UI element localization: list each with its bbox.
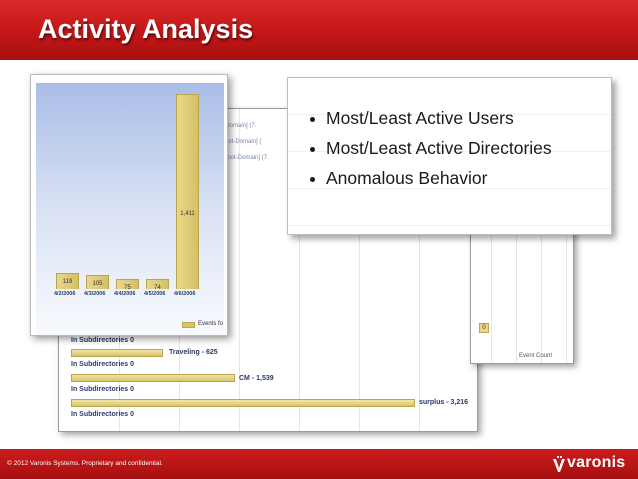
- grid-line: [419, 109, 420, 431]
- bar-cm: [71, 374, 235, 382]
- bar-value-label: 119: [62, 279, 73, 285]
- daily-events-chart: 119 4/2/2006 105 4/3/2006 75 4/4/2006 74 4/5/20…: [30, 74, 228, 336]
- bar-value-label: 74: [154, 285, 161, 291]
- slide-title: Activity Analysis: [38, 14, 254, 44]
- domain-row: kley [Root-Domain] (7.: [209, 155, 269, 161]
- chart-bar: [116, 279, 139, 289]
- bar-traveling: [71, 349, 163, 357]
- bullet-text: Most/Least Active Directories: [326, 138, 552, 158]
- bar-label-traveling: Traveling - 625: [169, 349, 218, 356]
- copyright-text: © 2012 Varonis Systems. Proprietary and …: [7, 460, 163, 467]
- title-bar: Activity Analysis: [0, 0, 638, 60]
- bar-value-label: 75: [124, 285, 131, 291]
- grid-line: [566, 223, 567, 363]
- legend-swatch: [182, 322, 195, 328]
- chart-bar: [176, 94, 199, 289]
- bullet-item: Anomalous Behavior: [310, 168, 552, 198]
- bar-value-label: 1,411: [180, 211, 195, 217]
- subdir-label: In Subdirectories 0: [71, 386, 135, 393]
- partial-value: 0: [479, 323, 489, 333]
- bullet-icon: [310, 117, 315, 122]
- varonis-v-icon: [553, 456, 565, 472]
- grid-line: [541, 223, 542, 363]
- grid-line: [359, 109, 360, 431]
- logo-text: varonis: [567, 454, 626, 471]
- bullet-text: Most/Least Active Users: [326, 108, 514, 128]
- bars-layer: 119 4/2/2006 105 4/3/2006 75 4/4/2006 74 4/5/20…: [36, 83, 224, 297]
- domain-row: ey [Root-Domain] (: [211, 139, 262, 145]
- grid-line: [491, 223, 492, 363]
- grid-line: [239, 109, 240, 431]
- chart-bar: [56, 273, 79, 289]
- subdir-label: In Subdirectories 0: [71, 411, 135, 418]
- x-tick-label: 4/2/2006: [54, 291, 76, 297]
- bullet-text: Anomalous Behavior: [326, 168, 488, 188]
- footer-bar: © 2012 Varonis Systems. Proprietary and …: [0, 449, 638, 479]
- bar-value-label: 105: [92, 281, 103, 287]
- subdir-label: In Subdirectories 0: [71, 361, 135, 368]
- plot-area: 119 4/2/2006 105 4/3/2006 75 4/4/2006 74 4/5/20…: [36, 83, 224, 335]
- chart-bar: [146, 279, 169, 289]
- bullet-icon: [310, 147, 315, 152]
- domain-row: [Root-Domain] (7.: [209, 123, 257, 129]
- bullet-list: Most/Least Active Users Most/Least Activ…: [310, 108, 552, 198]
- callout-box: Most/Least Active Users Most/Least Activ…: [287, 77, 612, 235]
- x-tick-label: 4/5/2006: [144, 291, 166, 297]
- bar-label-surplus: surplus - 3,216: [419, 399, 469, 406]
- x-tick-label: 4/4/2006: [114, 291, 136, 297]
- bullet-item: Most/Least Active Users: [310, 108, 552, 138]
- x-tick-label: 4/6/2006: [174, 291, 196, 297]
- grid-line: [299, 109, 300, 431]
- subdir-label: In Subdirectories 0: [71, 337, 135, 344]
- legend-label: Events fo: [198, 321, 224, 327]
- x-tick-label: 4/3/2006: [84, 291, 106, 297]
- bullet-icon: [310, 177, 315, 182]
- bullet-item: Most/Least Active Directories: [310, 138, 552, 168]
- grid-line: [516, 223, 517, 363]
- event-count-panel: 0 Event Count: [470, 222, 574, 364]
- chart-bar: [86, 275, 109, 289]
- event-count-label: Event Count: [519, 353, 553, 359]
- bar-surplus: [71, 399, 415, 407]
- bar-label-cm: CM - 1,539: [239, 375, 274, 382]
